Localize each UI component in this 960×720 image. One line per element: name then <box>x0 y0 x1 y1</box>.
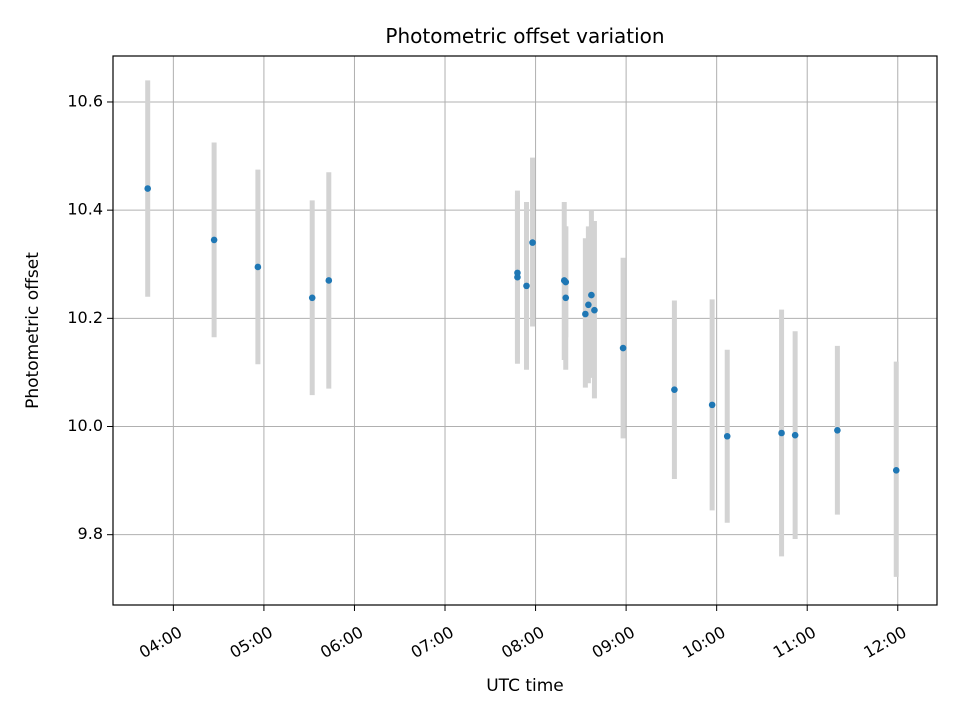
x-tick-label: 05:00 <box>226 622 275 662</box>
data-point <box>791 431 799 439</box>
x-tick-label: 08:00 <box>498 622 547 662</box>
y-tick-label: 9.8 <box>78 524 103 543</box>
data-point <box>619 344 627 352</box>
data-point <box>671 386 678 394</box>
error-bars <box>145 80 899 577</box>
data-point <box>588 291 595 299</box>
axis-ticks <box>107 101 899 611</box>
x-tick-label: 07:00 <box>408 622 457 662</box>
data-point <box>892 467 900 474</box>
data-point <box>308 294 316 302</box>
data-point <box>210 236 218 244</box>
y-tick-label: 10.2 <box>67 308 103 327</box>
data-point <box>529 239 536 246</box>
data-point <box>582 310 589 318</box>
x-tick-label: 06:00 <box>317 622 366 662</box>
chart-title: Photometric offset variation <box>385 24 664 48</box>
x-tick-label: 11:00 <box>770 622 819 662</box>
data-point <box>591 306 598 314</box>
x-tick-label: 10:00 <box>679 622 728 662</box>
x-tick-label: 12:00 <box>860 622 909 662</box>
data-point <box>254 263 262 271</box>
y-tick-label: 10.4 <box>67 200 103 219</box>
x-tick-label: 09:00 <box>589 622 638 662</box>
data-point <box>723 432 731 440</box>
data-point <box>834 426 841 434</box>
data-point <box>144 185 152 192</box>
x-axis-title: UTC time <box>486 676 564 696</box>
data-point <box>708 401 716 409</box>
data-point <box>514 273 521 281</box>
plot-frame <box>112 55 938 606</box>
data-point <box>325 277 333 284</box>
data-point <box>585 301 592 309</box>
data-point <box>523 282 530 290</box>
data-point <box>778 429 785 437</box>
x-tick-label: 04:00 <box>136 622 185 662</box>
y-tick-label: 10.0 <box>67 416 103 435</box>
y-tick-label: 10.6 <box>67 91 103 110</box>
data-points <box>144 185 900 474</box>
data-point <box>562 294 570 302</box>
data-point <box>562 278 570 286</box>
y-axis-title: Photometric offset <box>23 252 43 409</box>
